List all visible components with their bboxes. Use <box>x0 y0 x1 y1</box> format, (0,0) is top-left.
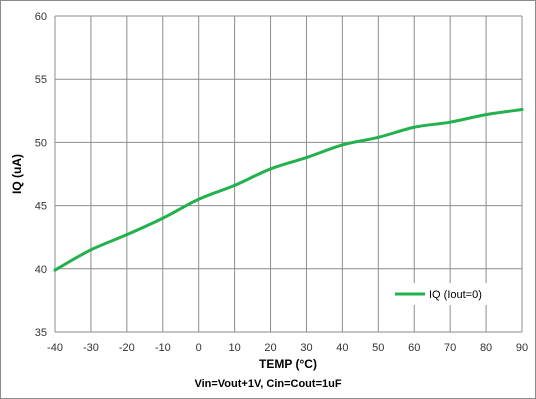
data-point <box>340 143 344 147</box>
series-layer <box>53 108 524 272</box>
y-tick-label: 45 <box>35 201 47 213</box>
plot-area <box>55 16 522 332</box>
x-tick-label: 40 <box>336 342 348 354</box>
x-tick-label: 10 <box>228 342 240 354</box>
data-point <box>520 108 524 112</box>
data-point <box>125 233 129 237</box>
y-tick-label: 60 <box>35 11 47 23</box>
data-point <box>376 135 380 139</box>
y-tick-label: 50 <box>35 137 47 149</box>
x-tick-label: -10 <box>155 342 171 354</box>
legend-label: IQ (Iout=0) <box>429 289 482 301</box>
x-tick-label: -30 <box>83 342 99 354</box>
y-tick-label: 55 <box>35 74 47 86</box>
legend-box <box>386 283 502 305</box>
data-point <box>53 268 57 272</box>
x-tick-label: 70 <box>444 342 456 354</box>
data-point <box>448 120 452 124</box>
x-tick-label: -40 <box>47 342 63 354</box>
data-point <box>89 248 93 252</box>
x-tick-label: 60 <box>408 342 420 354</box>
data-point <box>304 156 308 160</box>
series-line-iq <box>53 108 524 272</box>
x-tick-label: 50 <box>372 342 384 354</box>
data-point <box>161 216 165 220</box>
x-tick-label: 0 <box>196 342 202 354</box>
legend: IQ (Iout=0) <box>386 283 502 305</box>
y-tick-label: 35 <box>35 327 47 339</box>
x-tick-label: 30 <box>300 342 312 354</box>
data-point <box>269 167 273 171</box>
y-tick-labels: 35 40 45 50 55 60 <box>35 11 47 339</box>
data-point <box>412 125 416 129</box>
y-tick-label: 40 <box>35 264 47 276</box>
data-point <box>197 197 201 201</box>
y-axis-title: IQ (uA) <box>10 154 24 194</box>
grid-lines <box>54 15 523 333</box>
data-point <box>233 183 237 187</box>
x-tick-label: 80 <box>480 342 492 354</box>
x-axis-title: TEMP (°C) <box>259 357 317 371</box>
data-point <box>484 113 488 117</box>
x-tick-label: 20 <box>264 342 276 354</box>
x-tick-labels: -40 -30 -20 -10 0 10 20 30 40 50 60 70 80 90 <box>47 342 528 354</box>
chart-caption: Vin=Vout+1V, Cin=Cout=1uF <box>194 378 341 390</box>
x-tick-label: 90 <box>516 342 528 354</box>
x-tick-label: -20 <box>119 342 135 354</box>
